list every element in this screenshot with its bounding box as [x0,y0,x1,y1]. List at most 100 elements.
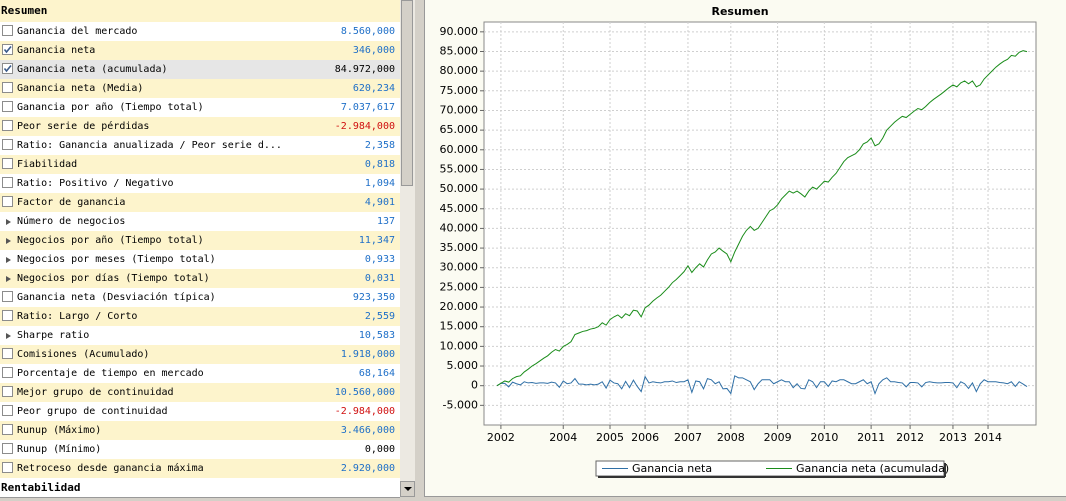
list-row[interactable]: Retroceso desde ganancia máxima 2.920,000 [0,459,400,478]
legend-label: Ganancia neta [632,462,712,475]
row-value: -2.984,000 [334,121,395,132]
y-tick-label: 40.000 [440,221,479,234]
row-label: Ratio: Ganancia anualizada / Peor serie … [17,140,282,151]
legend-label: Ganancia neta (acumulada) [796,462,949,475]
checkbox[interactable] [2,196,13,207]
row-label: Sharpe ratio [17,330,90,341]
x-tick-label: 2008 [717,431,745,444]
row-label: Número de negocios [17,216,126,227]
series-line [496,50,1028,387]
checkbox[interactable] [2,291,13,302]
list-row[interactable]: Comisiones (Acumulado) 1.918,000 [0,345,400,364]
header-text: Resumen [1,4,48,17]
list-row[interactable]: Sharpe ratio 10,583 [0,326,400,345]
checkbox[interactable] [2,443,13,454]
list-row[interactable]: Ganancia neta (acumulada) 84.972,000 [0,60,400,79]
x-tick-label: 2013 [939,431,967,444]
list-row[interactable]: Negocios por meses (Tiempo total) 0,933 [0,250,400,269]
list-row[interactable]: Ganancia por año (Tiempo total) 7.037,617 [0,98,400,117]
row-label: Ganancia neta (Media) [17,83,144,94]
checkbox[interactable] [2,63,13,74]
scroll-down[interactable] [400,481,415,497]
list-header: Resumen [0,0,400,22]
checkbox[interactable] [2,462,13,473]
row-value: 68,164 [358,368,395,379]
row-label: Ganancia neta (acumulada) [17,64,168,75]
checkbox[interactable] [2,25,13,36]
y-tick-label: 30.000 [440,261,479,274]
list-row[interactable]: Negocios por año (Tiempo total) 11,347 [0,231,400,250]
list-row[interactable]: Ganancia neta (Desviación típica) 923,350 [0,288,400,307]
checkbox[interactable] [2,139,13,150]
row-label: Comisiones (Acumulado) [17,349,150,360]
list-row[interactable]: Peor serie de pérdidas -2.984,000 [0,117,400,136]
row-label: Negocios por meses (Tiempo total) [17,254,216,265]
list-row[interactable]: Negocios por días (Tiempo total) 0,031 [0,269,400,288]
chart-title: Resumen [711,5,768,18]
list-row[interactable]: Runup (Mínimo) 0,000 [0,440,400,459]
checkbox[interactable] [2,44,13,55]
checkbox[interactable] [2,101,13,112]
x-tick-label: 2011 [857,431,885,444]
list-row[interactable]: Mejor grupo de continuidad 10.560,000 [0,383,400,402]
plot-area [483,21,1037,426]
row-value: 1.918,000 [340,349,395,360]
list-row[interactable]: Ganancia neta (Media) 620,234 [0,79,400,98]
series-line [496,375,1028,396]
expand-arrow[interactable] [6,238,11,244]
checkbox[interactable] [2,82,13,93]
expand-arrow[interactable] [6,276,11,282]
checkbox[interactable] [2,177,13,188]
checkbox[interactable] [2,424,13,435]
expand-arrow[interactable] [6,333,11,339]
row-label: Retroceso desde ganancia máxima [17,463,204,474]
row-label: Peor grupo de continuidad [17,406,168,417]
row-label: Ganancia neta (Desviación típica) [17,292,216,303]
row-label: Ganancia neta [17,45,96,56]
checkbox[interactable] [2,386,13,397]
list-row[interactable]: Porcentaje de tiempo en mercado 68,164 [0,364,400,383]
row-value: 3.466,000 [340,425,395,436]
y-tick-label: 0 [471,379,478,392]
expand-arrow[interactable] [6,257,11,263]
row-label: Ratio: Positivo / Negativo [17,178,174,189]
checkbox[interactable] [2,310,13,321]
list-row[interactable]: Ratio: Ganancia anualizada / Peor serie … [0,136,400,155]
y-tick-label: 35.000 [440,241,479,254]
list-row[interactable]: Ratio: Largo / Corto 2,559 [0,307,400,326]
row-label: Ratio: Largo / Corto [17,311,138,322]
checkbox[interactable] [2,120,13,131]
row-value: 620,234 [352,83,395,94]
checkbox[interactable] [2,367,13,378]
expand-arrow[interactable] [6,219,11,225]
x-tick-label: 2010 [810,431,838,444]
summary-list: Resumen Rentabilidad Ganancia del mercad… [0,0,400,498]
list-row[interactable]: Peor grupo de continuidad -2.984,000 [0,402,400,421]
row-value: 2,559 [364,311,395,322]
list-row[interactable]: Factor de ganancia 4,901 [0,193,400,212]
x-tick-label: 2012 [896,431,924,444]
list-row[interactable]: Runup (Máximo) 3.466,000 [0,421,400,440]
row-value: 0,818 [364,159,395,170]
scroll-thumb[interactable] [401,0,413,186]
y-tick-label: 70.000 [440,103,479,116]
list-row[interactable]: Ganancia neta 346,000 [0,41,400,60]
checkbox[interactable] [2,405,13,416]
row-label: Factor de ganancia [17,197,126,208]
list-row[interactable]: Ratio: Positivo / Negativo 1,094 [0,174,400,193]
row-value: 346,000 [352,45,395,56]
footer-text: Rentabilidad [1,481,81,494]
x-tick-label: 2007 [674,431,702,444]
checkbox[interactable] [2,348,13,359]
row-value: 10,583 [358,330,395,341]
x-tick-label: 2002 [487,431,515,444]
row-label: Peor serie de pérdidas [17,121,150,132]
list-row[interactable]: Ganancia del mercado 8.560,000 [0,22,400,41]
y-tick-label: 25.000 [440,280,479,293]
list-footer[interactable]: Rentabilidad [0,479,400,497]
list-row[interactable]: Fiabilidad 0,818 [0,155,400,174]
checkbox[interactable] [2,158,13,169]
row-value: 10.560,000 [334,387,395,398]
list-row[interactable]: Número de negocios 137 [0,212,400,231]
scrollbar[interactable] [400,0,415,497]
